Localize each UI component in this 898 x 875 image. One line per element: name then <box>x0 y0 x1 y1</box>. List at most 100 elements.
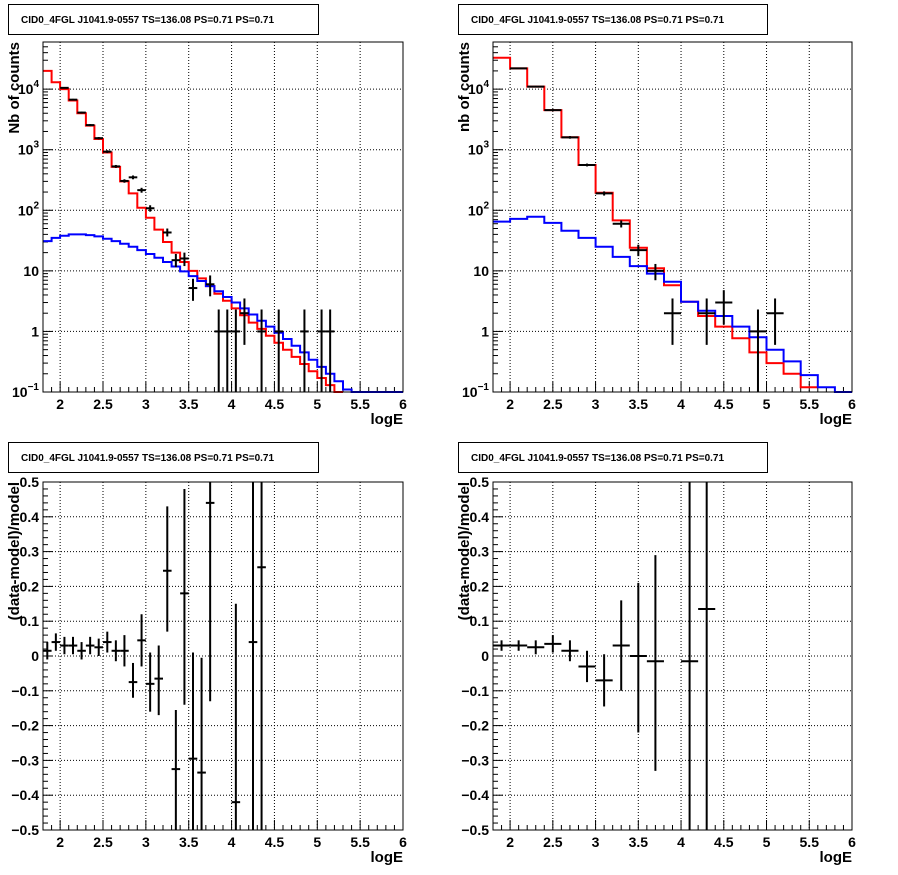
data-point <box>94 137 103 140</box>
x-tick-label: 6 <box>399 396 407 412</box>
plot-frame <box>42 41 404 393</box>
x-tick-label: 3 <box>142 396 150 412</box>
x-axis-label: logE <box>371 849 404 866</box>
x-tick-label: 5 <box>763 396 771 412</box>
plot-frame <box>492 41 853 393</box>
data-point <box>257 309 266 392</box>
y-tick-label: −0.4 <box>461 787 489 803</box>
data-point <box>103 631 112 653</box>
x-tick-label: 6 <box>399 834 407 850</box>
data-point <box>85 124 95 127</box>
x-tick-label: 3 <box>142 834 150 850</box>
title-box <box>8 4 319 35</box>
chart-title: CID0_4FGL J1041.9-0557 TS=136.08 PS=0.71… <box>471 453 724 464</box>
data-point <box>188 278 198 301</box>
data-point <box>231 603 241 830</box>
y-tick-label: 0 <box>481 648 489 664</box>
chart-title: CID0_4FGL J1041.9-0557 TS=136.08 PS=0.71… <box>471 15 724 26</box>
data-point <box>120 635 129 667</box>
data-point <box>103 150 112 154</box>
panel-3: CID0_4FGL J1041.9-0557 TS=136.08 PS=0.71… <box>6 442 407 866</box>
y-tick-label: 10 <box>23 263 39 279</box>
chart-title: CID0_4FGL J1041.9-0557 TS=136.08 PS=0.71… <box>21 453 274 464</box>
data-point <box>68 98 78 101</box>
y-tick-label: 103 <box>468 140 490 158</box>
x-tick-label: 5 <box>763 834 771 850</box>
data-point <box>578 163 596 167</box>
panel-1: CID0_4FGL J1041.9-0557 TS=136.08 PS=0.71… <box>6 4 407 428</box>
y-tick-label: 0.1 <box>470 613 490 629</box>
y-tick-label: −0.2 <box>11 718 39 734</box>
model-total-line <box>43 69 343 393</box>
y-tick-label: 102 <box>18 200 40 218</box>
y-axis-label: (data-model)/model <box>456 482 473 620</box>
data-point <box>94 638 103 656</box>
x-tick-label: 4.5 <box>265 396 285 412</box>
y-tick-label: 0.3 <box>20 544 40 560</box>
y-tick-label: 104 <box>18 79 40 97</box>
y-tick-label: 0.2 <box>20 578 40 594</box>
y-tick-label: 0.1 <box>20 613 40 629</box>
data-point <box>111 640 121 662</box>
y-tick-label: 104 <box>468 79 490 97</box>
x-tick-label: 2.5 <box>93 396 113 412</box>
y-axis-label: nb of counts <box>456 42 473 132</box>
data-point <box>205 482 215 702</box>
data-point <box>180 488 189 705</box>
x-tick-label: 4 <box>228 834 236 850</box>
model-source-line <box>43 233 403 393</box>
y-tick-label: −0.2 <box>461 718 489 734</box>
title-box <box>8 442 319 473</box>
y-tick-label: 0.4 <box>20 509 40 525</box>
y-tick-label: 0.4 <box>470 509 490 525</box>
y-tick-label: 1 <box>481 323 489 339</box>
x-tick-label: 4 <box>228 396 236 412</box>
x-tick-label: 6 <box>848 834 856 850</box>
data-point <box>248 482 258 830</box>
x-tick-label: 2 <box>506 834 514 850</box>
data-point <box>646 555 664 771</box>
x-tick-label: 2.5 <box>543 396 563 412</box>
y-tick-label: 10 <box>473 263 489 279</box>
data-point <box>163 228 172 237</box>
data-point <box>595 654 613 707</box>
y-tick-label: −0.5 <box>11 822 39 838</box>
panel-2: CID0_4FGL J1041.9-0557 TS=136.08 PS=0.71… <box>456 4 856 428</box>
x-tick-label: 4.5 <box>265 834 285 850</box>
data-point <box>317 309 326 392</box>
y-tick-label: −0.1 <box>461 683 489 699</box>
data-point <box>544 109 562 112</box>
data-point <box>120 179 129 183</box>
data-point <box>77 642 86 660</box>
x-tick-label: 2.5 <box>543 834 563 850</box>
x-tick-label: 2.5 <box>93 834 113 850</box>
x-tick-label: 3 <box>592 396 600 412</box>
x-tick-label: 3 <box>592 834 600 850</box>
chart-title: CID0_4FGL J1041.9-0557 TS=136.08 PS=0.71… <box>21 15 274 26</box>
x-tick-label: 5.5 <box>800 396 820 412</box>
data-point <box>111 164 121 168</box>
data-point <box>510 67 528 70</box>
data-point <box>612 220 630 228</box>
y-tick-label: −0.1 <box>11 683 39 699</box>
y-tick-label: −0.4 <box>11 787 39 803</box>
data-point <box>43 642 52 660</box>
title-box <box>458 442 768 473</box>
data-point <box>77 111 86 114</box>
data-point <box>240 298 249 345</box>
x-tick-label: 4 <box>677 396 685 412</box>
data-point <box>766 298 784 345</box>
data-point <box>578 650 596 683</box>
data-point <box>145 205 155 212</box>
data-point <box>646 263 664 281</box>
x-tick-label: 5 <box>313 834 321 850</box>
data-point <box>51 633 61 651</box>
x-tick-label: 5 <box>313 396 321 412</box>
data-point <box>698 298 716 345</box>
data-point <box>274 309 283 392</box>
x-tick-label: 2 <box>56 396 64 412</box>
x-axis-label: logE <box>820 411 853 428</box>
data-point <box>231 309 241 392</box>
x-tick-label: 4.5 <box>714 834 734 850</box>
data-point <box>128 662 138 698</box>
